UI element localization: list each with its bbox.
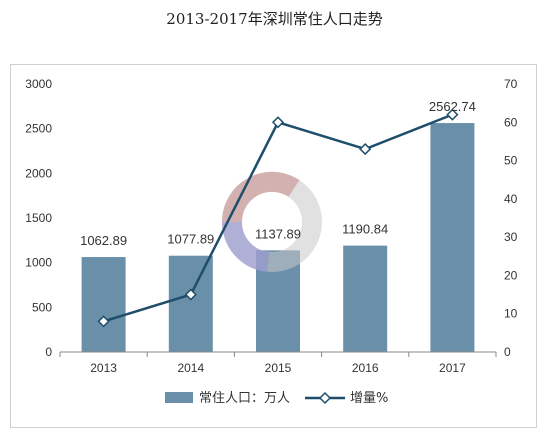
right-axis-tick-label: 60 <box>504 115 518 129</box>
chart-title: 2013-2017年深圳常住人口走势 <box>166 10 383 28</box>
legend-bar-label: 常住人口：万人 <box>199 391 290 406</box>
left-axis-tick-label: 500 <box>32 300 52 314</box>
right-axis-tick-label: 0 <box>504 345 511 359</box>
left-axis-tick-label: 0 <box>45 345 52 359</box>
bar-data-label: 1077.89 <box>167 232 214 247</box>
bar-2017 <box>430 123 475 352</box>
bar-2013 <box>81 257 126 352</box>
legend-line-label: 增量% <box>350 391 388 406</box>
bar-data-label: 1190.84 <box>342 222 388 237</box>
growth-marker-2016 <box>359 143 372 156</box>
left-axis-tick-label: 3000 <box>25 77 52 91</box>
bar-data-label: 2562.74 <box>429 99 476 114</box>
bar-data-label: 1137.89 <box>255 226 301 241</box>
growth-marker-2017 <box>446 108 459 121</box>
right-axis-tick-label: 10 <box>504 307 518 321</box>
right-axis-tick-label: 30 <box>504 230 518 244</box>
x-axis-tick-label: 2014 <box>177 361 204 375</box>
growth-marker-2014 <box>184 288 197 301</box>
bar-data-label: 1062.89 <box>80 233 127 248</box>
right-axis-tick-label: 70 <box>504 77 518 91</box>
right-axis-tick-label: 40 <box>504 192 518 206</box>
bar-2016 <box>343 245 388 352</box>
legend-line-marker <box>318 391 332 405</box>
left-axis-tick-label: 1000 <box>25 256 52 270</box>
x-axis-tick-label: 2017 <box>439 361 466 375</box>
legend-bar-swatch <box>165 392 193 403</box>
growth-marker-2013 <box>97 315 110 328</box>
bar-2014 <box>168 255 213 352</box>
right-axis-tick-label: 50 <box>504 154 518 168</box>
growth-marker-2015 <box>271 116 285 129</box>
left-axis-tick-label: 2500 <box>25 122 52 136</box>
x-axis-tick-label: 2013 <box>90 361 117 375</box>
left-axis-tick-label: 2000 <box>25 166 52 180</box>
watermark-logo-arc-red <box>221 171 300 223</box>
right-axis-tick-label: 20 <box>504 268 518 282</box>
watermark-logo-arc-blue <box>221 221 270 272</box>
left-axis-tick-label: 1500 <box>25 211 52 225</box>
x-axis-tick-label: 2015 <box>265 361 292 375</box>
x-axis-tick-label: 2016 <box>352 361 379 375</box>
